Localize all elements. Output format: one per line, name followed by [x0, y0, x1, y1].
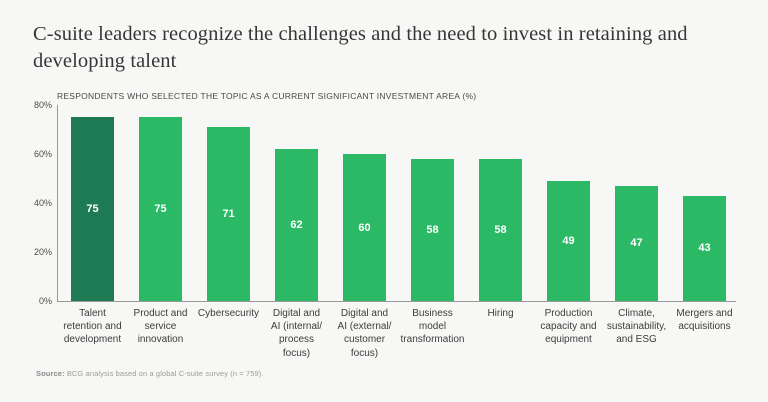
bar: 62: [275, 149, 318, 301]
bar-value-label: 58: [494, 223, 507, 236]
x-axis-label: Digital and AI (external/ customer focus…: [337, 308, 392, 359]
bar-value-label: 47: [630, 237, 643, 250]
bar-value-label: 58: [426, 223, 439, 236]
bar-value-label: 43: [698, 242, 711, 255]
y-tick-label: 60%: [33, 149, 52, 159]
source-label: Source:: [36, 369, 65, 378]
bar: 71: [207, 127, 250, 301]
bar: 43: [683, 195, 726, 301]
bar-value-label: 75: [154, 203, 167, 216]
bar: 75: [71, 117, 114, 301]
bar: 47: [615, 185, 658, 301]
source-note: Source: BCG analysis based on a global C…: [36, 369, 264, 378]
x-axis-label: Climate, sustainability, and ESG: [606, 308, 667, 346]
x-axis-label: Cybersecurity: [197, 308, 260, 319]
bar-value-label: 75: [86, 203, 99, 216]
x-axis-label: Digital and AI (internal/ process focus): [270, 308, 323, 359]
y-tick-label: 20%: [33, 247, 52, 257]
bar: 58: [479, 158, 522, 301]
bar: 60: [343, 154, 386, 301]
y-tick-label: 0%: [38, 296, 52, 306]
bar-value-label: 62: [290, 219, 303, 232]
x-axis-label: Business model transformation: [400, 308, 465, 346]
x-axis-label: Mergers and acquisitions: [676, 308, 733, 333]
bar: 75: [139, 117, 182, 301]
x-axis-label: Hiring: [487, 308, 514, 319]
bar-value-label: 49: [562, 234, 575, 247]
bar-value-label: 60: [358, 221, 371, 234]
plot-area: 75 75 71 62 60 58 58 49 47 43: [58, 105, 736, 301]
y-tick-label: 40%: [33, 198, 52, 208]
chart-axis-title: RESPONDENTS WHO SELECTED THE TOPIC AS A …: [57, 91, 477, 101]
x-axis-label: Production capacity and equipment: [540, 308, 597, 346]
page-title: C-suite leaders recognize the challenges…: [33, 23, 688, 72]
bar-chart: 0% 20% 40% 60% 80% 75 75 71 62 60 58 58 49 47 43 Tale…: [34, 100, 736, 359]
y-tick-label: 80%: [33, 100, 52, 110]
x-axis-label: Talent retention and development: [63, 308, 122, 346]
bar: 58: [411, 158, 454, 301]
x-axis-label: Product and service innovation: [133, 308, 188, 346]
y-axis: 0% 20% 40% 60% 80%: [34, 100, 736, 306]
bar-value-label: 71: [222, 208, 235, 221]
source-text: BCG analysis based on a global C-suite s…: [66, 369, 264, 378]
bar: 49: [547, 180, 590, 301]
